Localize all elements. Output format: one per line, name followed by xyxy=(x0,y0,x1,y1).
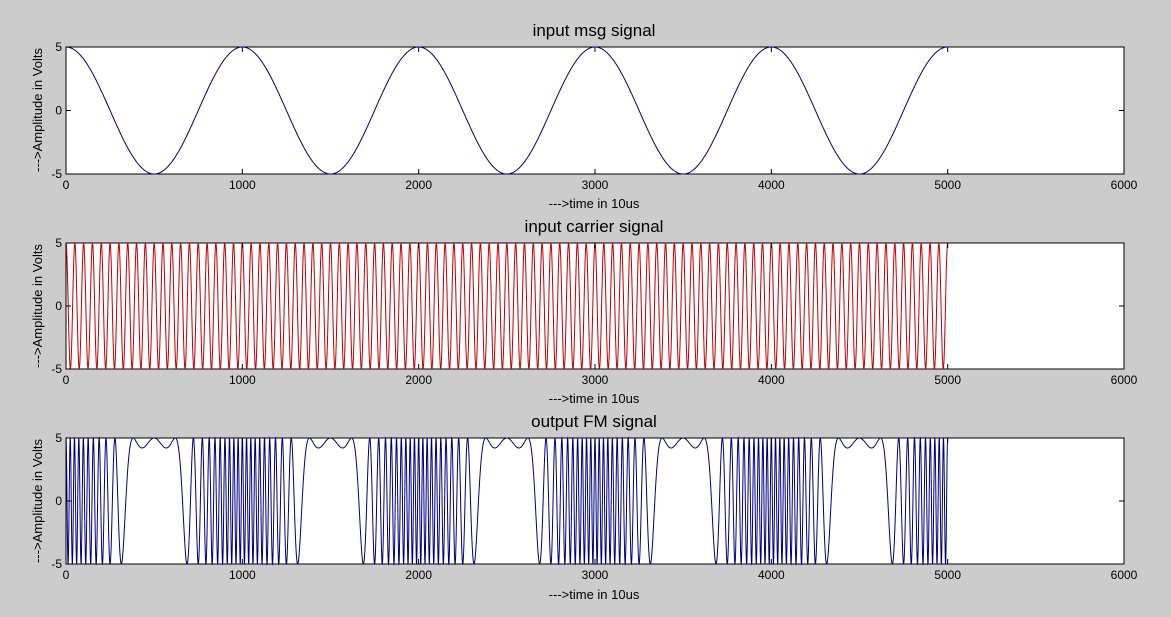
plot-area xyxy=(65,242,1125,370)
x-axis-label: --->time in 10us xyxy=(549,587,640,602)
x-tick-label: 3000 xyxy=(582,373,609,387)
series-line-1 xyxy=(65,46,948,175)
x-tick-label: 3000 xyxy=(582,568,609,582)
x-tick-label: 4000 xyxy=(758,568,785,582)
x-tick-label: 2000 xyxy=(405,373,432,387)
axis-ticks: 0 1000 2000 3000 4000 5000 6000-505 xyxy=(51,40,1137,192)
y-tick-label: 5 xyxy=(55,431,62,445)
axis-ticks: 0 1000 2000 3000 4000 5000 6000-505 xyxy=(51,431,1137,582)
x-tick-label: 2000 xyxy=(405,178,432,192)
subplot-input-carrier: input carrier signal 0 1000 2000 3000 4000 50… xyxy=(30,217,1138,406)
plot-marks xyxy=(65,436,949,566)
y-axis-label: --->Amplitude in Volts xyxy=(30,439,45,563)
axis-ticks: 0 1000 2000 3000 4000 5000 6000-505 xyxy=(51,236,1137,387)
x-tick-label: 6000 xyxy=(1111,178,1138,192)
series-line-1 xyxy=(65,436,949,566)
y-tick-label: -5 xyxy=(51,167,62,181)
chart-title: input carrier signal xyxy=(525,217,664,236)
y-axis-label: --->Amplitude in Volts xyxy=(30,48,45,172)
x-tick-label: 4000 xyxy=(758,178,785,192)
y-tick-label: 0 xyxy=(55,494,62,508)
x-tick-label: 0 xyxy=(63,178,70,192)
y-tick-label: 0 xyxy=(55,299,62,313)
x-tick-label: 2000 xyxy=(405,568,432,582)
y-tick-label: -5 xyxy=(51,557,62,571)
plot-marks xyxy=(65,242,949,369)
y-tick-label: -5 xyxy=(51,362,62,376)
x-tick-label: 5000 xyxy=(934,373,961,387)
plot-area xyxy=(65,46,1125,175)
y-tick-label: 0 xyxy=(55,104,62,118)
x-tick-label: 0 xyxy=(63,568,70,582)
x-tick-label: 5000 xyxy=(934,178,961,192)
y-axis-label: --->Amplitude in Volts xyxy=(30,244,45,368)
x-axis-label: --->time in 10us xyxy=(549,391,640,406)
x-tick-label: 6000 xyxy=(1111,373,1138,387)
y-tick-label: 5 xyxy=(55,236,62,250)
chart-title: input msg signal xyxy=(533,21,656,40)
subplot-input-msg: input msg signal 0 1000 2000 3000 4000 5000 60… xyxy=(30,21,1138,211)
x-tick-label: 1000 xyxy=(229,568,256,582)
x-tick-label: 1000 xyxy=(229,178,256,192)
plot-marks xyxy=(65,46,948,175)
x-tick-label: 3000 xyxy=(582,178,609,192)
chart-title: output FM signal xyxy=(531,412,657,431)
plot-area xyxy=(65,437,1125,565)
x-axis-label: --->time in 10us xyxy=(549,196,640,211)
x-tick-label: 6000 xyxy=(1111,568,1138,582)
subplot-output-fm: output FM signal 0 1000 2000 3000 4000 5000 60… xyxy=(30,412,1138,602)
x-tick-label: 5000 xyxy=(934,568,961,582)
x-tick-label: 0 xyxy=(63,373,70,387)
series-line-1 xyxy=(65,242,949,369)
x-tick-label: 1000 xyxy=(229,373,256,387)
x-tick-label: 4000 xyxy=(758,373,785,387)
y-tick-label: 5 xyxy=(55,40,62,54)
